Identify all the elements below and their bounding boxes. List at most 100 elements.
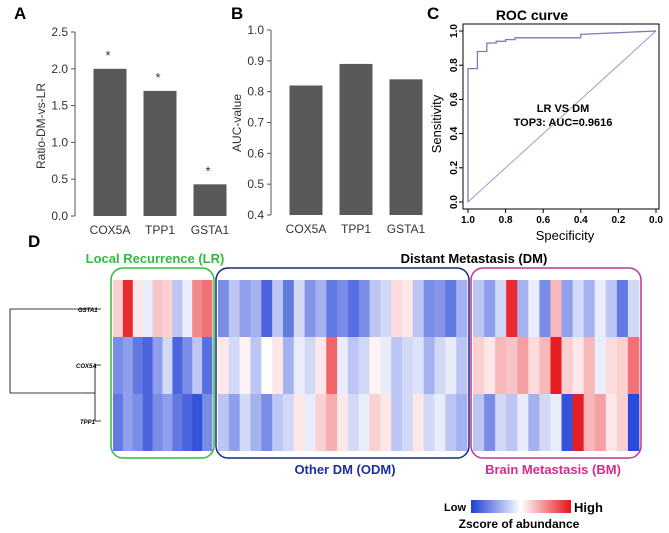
heatmap-cell — [627, 337, 640, 394]
heatmap-cell — [347, 337, 360, 394]
heatmap-cell — [326, 394, 338, 451]
roc-y-tick-label: 1.0 — [449, 24, 460, 38]
heatmap-cell — [445, 337, 457, 394]
roc-y-tick-label: 0.4 — [449, 126, 460, 140]
heatmap-cell — [550, 337, 562, 394]
heatmap-cell — [506, 280, 518, 337]
roc-y-tick-label: 0.2 — [449, 160, 460, 174]
heatmap-cell — [228, 280, 241, 337]
panel-b-x-tick-label: GSTA1 — [387, 222, 426, 236]
panel-a-y-tick-label: 2.0 — [51, 62, 68, 76]
heatmap-cell — [315, 280, 327, 337]
heatmap-cell — [456, 280, 468, 337]
heatmap-cell — [561, 280, 573, 337]
panel-a-x-tick-label: COX5A — [90, 223, 131, 237]
heatmap-cell — [495, 394, 507, 451]
heatmap-cell — [402, 394, 414, 451]
roc-curve — [467, 30, 657, 202]
roc-x-tick-label: 0.6 — [536, 215, 550, 226]
panel-b-bar-tpp1 — [339, 63, 373, 215]
heatmap-cell — [380, 280, 392, 337]
panel-a-significance-star: * — [205, 163, 210, 178]
heatmap-cell — [402, 337, 414, 394]
heatmap-cell — [528, 337, 540, 394]
heatmap-cell — [380, 394, 392, 451]
roc-x-tick-label: 0.4 — [574, 215, 588, 226]
heatmap-cell — [605, 337, 618, 394]
heatmap-cell — [594, 280, 607, 337]
heatmap-cell — [517, 280, 529, 337]
panel-a-y-tick-label: 0.5 — [51, 172, 68, 186]
heatmap-cell — [627, 394, 640, 451]
heatmap-cell — [326, 337, 338, 394]
heatmap-cell — [550, 394, 562, 451]
heatmap-cell — [261, 394, 273, 451]
heatmap-cell — [337, 280, 349, 337]
heatmap-cell — [517, 337, 529, 394]
heatmap-cell — [423, 394, 435, 451]
roc-y-tick-label: 0.6 — [449, 92, 460, 106]
panel-a-y-tick-label: 2.5 — [51, 25, 68, 39]
group-label-bm: Brain Metastasis (BM) — [485, 462, 621, 477]
group-box-lr — [110, 267, 215, 459]
group-box-odm — [215, 267, 470, 459]
heatmap-cell — [326, 280, 338, 337]
heatmap-cell — [616, 280, 629, 337]
panel-b-x-tick-label: COX5A — [286, 222, 327, 236]
heatmap-cell — [456, 394, 468, 451]
panel-b-y-tick-label: 0.7 — [247, 116, 264, 130]
heatmap-cells — [113, 280, 640, 451]
panel-a-y-tick-label: 1.0 — [51, 135, 68, 149]
group-label-lr: Local Recurrence (LR) — [86, 251, 225, 266]
heatmap-cell — [583, 394, 596, 451]
heatmap-cell — [473, 280, 485, 337]
heatmap-cell — [391, 394, 403, 451]
heatmap-cell — [192, 394, 203, 451]
heatmap-cell — [561, 337, 573, 394]
heatmap-cell — [434, 280, 446, 337]
heatmap-cell — [315, 337, 327, 394]
heatmap-cell — [391, 280, 403, 337]
heatmap-cell — [539, 280, 551, 337]
heatmap-cell — [182, 337, 193, 394]
heatmap-cell — [172, 280, 183, 337]
heatmap-cell — [495, 337, 507, 394]
roc-title: ROC curve — [496, 7, 569, 23]
panel-a-y-tick-label: 1.5 — [51, 99, 68, 113]
color-scale-title: Zscore of abundance — [459, 517, 580, 531]
heatmap-cell — [572, 280, 585, 337]
heatmap-cell — [616, 337, 629, 394]
heatmap-cell — [304, 280, 316, 337]
heatmap-cell — [132, 337, 144, 394]
heatmap-cell — [358, 280, 370, 337]
panel-d-heatmap: GSTA1 COX5A TPP1 Local Recurrence (LR) D… — [9, 251, 642, 531]
heatmap-cell — [172, 337, 183, 394]
panel-b-bar-cox5a — [289, 85, 323, 215]
roc-x-tick-label: 1.0 — [461, 215, 475, 226]
heatmap-cell — [172, 394, 183, 451]
roc-annotation-comparison: LR VS DM — [537, 103, 590, 115]
heatmap-cell — [142, 280, 153, 337]
color-scale-bar — [471, 500, 571, 513]
panel-b-bar-chart: 0.4 0.5 0.6 0.7 0.8 0.9 1.0 COX5A TPP1 GSTA1 AUC… — [230, 23, 426, 236]
panel-a-x-tick-label: GSTA1 — [191, 223, 230, 237]
heatmap-cell — [113, 337, 124, 394]
heatmap-cell — [239, 394, 251, 451]
heatmap-cell — [337, 337, 349, 394]
heatmap-cell — [218, 394, 230, 451]
panel-c-roc-chart: ROC curve 1.0 0.8 0.6 0.4 0.2 0.0 0.0 0.2 0.4 0.6… — [429, 7, 663, 243]
panel-a-bar-cox5a — [93, 68, 127, 216]
heatmap-cell — [539, 394, 551, 451]
heatmap-cell — [182, 280, 193, 337]
heatmap-cell — [594, 394, 607, 451]
heatmap-cell — [572, 394, 585, 451]
heatmap-cell — [122, 280, 134, 337]
heatmap-cell — [228, 394, 241, 451]
heatmap-cell — [162, 337, 173, 394]
heatmap-cell — [484, 394, 496, 451]
panel-b-y-tick-label: 0.4 — [247, 208, 264, 222]
roc-x-tick-label: 0.0 — [649, 215, 663, 226]
color-scale-low-label: Low — [444, 502, 466, 514]
heatmap-cell — [473, 394, 485, 451]
